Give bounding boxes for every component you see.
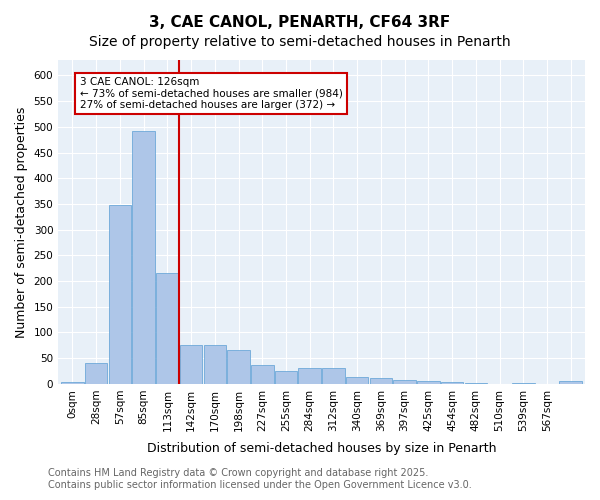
Bar [251, 366, 274, 384]
Bar [559, 382, 582, 384]
X-axis label: Distribution of semi-detached houses by size in Penarth: Distribution of semi-detached houses by … [147, 442, 496, 455]
Bar [180, 345, 202, 384]
Text: Contains HM Land Registry data © Crown copyright and database right 2025.
Contai: Contains HM Land Registry data © Crown c… [48, 468, 472, 490]
Bar [322, 368, 345, 384]
Text: Size of property relative to semi-detached houses in Penarth: Size of property relative to semi-detach… [89, 35, 511, 49]
Text: 3 CAE CANOL: 126sqm
← 73% of semi-detached houses are smaller (984)
27% of semi-: 3 CAE CANOL: 126sqm ← 73% of semi-detach… [80, 77, 343, 110]
Bar [417, 382, 440, 384]
Bar [346, 376, 368, 384]
Bar [298, 368, 321, 384]
Bar [61, 382, 83, 384]
Bar [109, 205, 131, 384]
Bar [203, 345, 226, 384]
Text: 3, CAE CANOL, PENARTH, CF64 3RF: 3, CAE CANOL, PENARTH, CF64 3RF [149, 15, 451, 30]
Bar [133, 131, 155, 384]
Bar [394, 380, 416, 384]
Bar [441, 382, 463, 384]
Y-axis label: Number of semi-detached properties: Number of semi-detached properties [15, 106, 28, 338]
Bar [227, 350, 250, 384]
Bar [85, 364, 107, 384]
Bar [156, 274, 179, 384]
Bar [370, 378, 392, 384]
Bar [275, 370, 297, 384]
